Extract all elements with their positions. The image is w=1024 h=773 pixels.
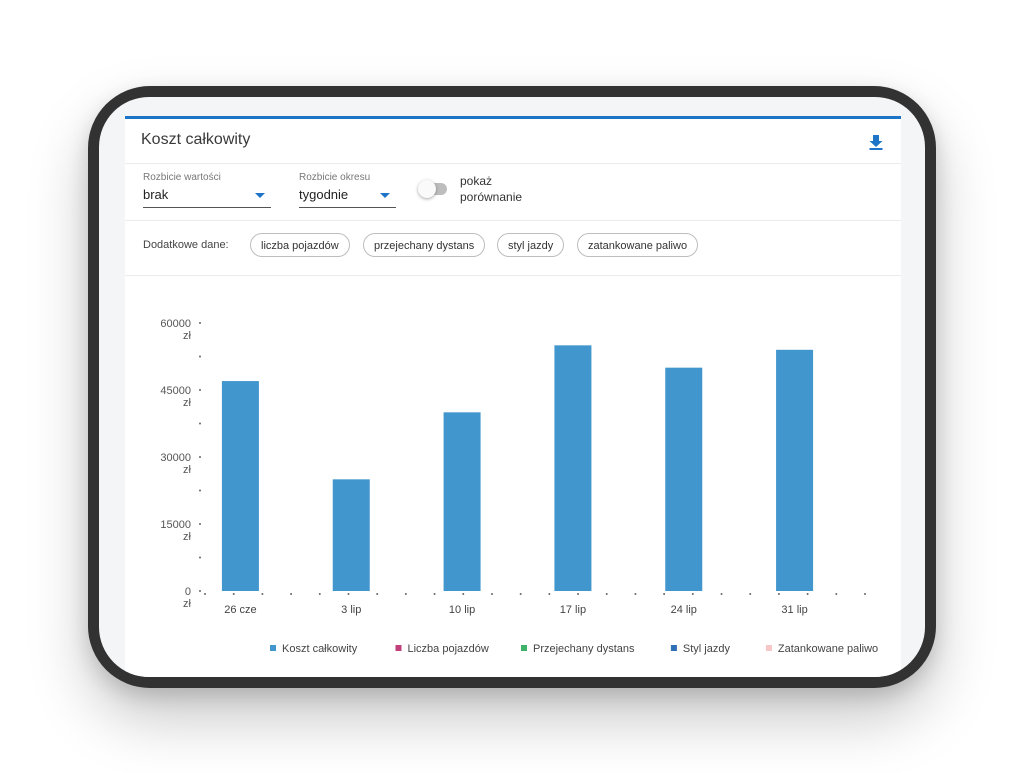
x-axis-tick: [548, 593, 551, 595]
legend-item[interactable]: Liczba pojazdów: [408, 643, 489, 655]
y-axis-tick: [199, 556, 201, 559]
y-axis-tick: [199, 389, 201, 391]
y-tick-label: 30000: [160, 452, 191, 464]
period-breakdown-label: Rozbicie okresu: [299, 172, 371, 183]
value-breakdown-value: brak: [143, 187, 169, 202]
legend-swatch[interactable]: [670, 645, 677, 651]
x-axis-tick: [777, 593, 780, 595]
comparison-toggle-label: pokaż porównanie: [460, 174, 523, 204]
y-axis-tick: [199, 590, 201, 592]
y-tick-label: 0: [185, 586, 191, 598]
bar[interactable]: [332, 479, 370, 591]
x-tick-label: 3 lip: [341, 604, 361, 616]
x-tick-label: 10 lip: [449, 604, 475, 616]
x-axis-tick: [519, 593, 522, 595]
legend-item[interactable]: Przejechany dystans: [533, 643, 635, 655]
card-header: Koszt całkowity: [125, 119, 901, 164]
chip-styl-jazdy[interactable]: styl jazdy: [497, 233, 565, 257]
x-axis-tick: [835, 593, 838, 595]
x-tick-label: 31 lip: [781, 604, 807, 616]
x-axis-tick: [720, 593, 723, 595]
chart-card: Koszt całkowity Rozbicie wartości brak R…: [125, 116, 901, 677]
x-axis-tick: [663, 593, 666, 595]
x-axis-tick: [490, 593, 493, 595]
comparison-toggle[interactable]: [418, 180, 447, 198]
x-tick-label: 17 lip: [560, 604, 586, 616]
x-axis-tick: [204, 593, 206, 595]
x-axis-tick: [749, 593, 752, 595]
value-breakdown-select[interactable]: Rozbicie wartości brak: [143, 172, 271, 208]
extra-data-bar: Dodatkowe dane: liczba pojazdów przejech…: [125, 221, 901, 276]
download-icon[interactable]: [867, 133, 885, 151]
period-breakdown-value: tygodnie: [299, 187, 349, 202]
y-tick-label: 60000: [160, 318, 191, 330]
x-axis-tick: [261, 593, 264, 595]
legend-swatch[interactable]: [521, 645, 527, 651]
y-tick-unit: zł: [183, 464, 192, 476]
x-tick-label: 26 cze: [224, 604, 256, 616]
value-breakdown-label: Rozbicie wartości: [143, 172, 221, 183]
y-axis-tick: [199, 422, 201, 425]
legend-item[interactable]: Styl jazdy: [683, 643, 731, 655]
controls-bar: Rozbicie wartości brak Rozbicie okresu t…: [125, 164, 901, 221]
x-axis-tick: [634, 593, 637, 595]
card-title: Koszt całkowity: [141, 131, 251, 148]
legend-swatch[interactable]: [270, 645, 276, 651]
x-axis-tick: [577, 593, 580, 595]
bar[interactable]: [443, 412, 481, 591]
x-axis-tick: [404, 593, 407, 595]
legend-swatch[interactable]: [765, 645, 772, 651]
x-tick-label: 24 lip: [671, 604, 697, 616]
chip-liczba-pojazdow[interactable]: liczba pojazdów: [250, 233, 350, 257]
bar[interactable]: [776, 349, 814, 591]
x-axis-tick: [605, 593, 608, 595]
chip-zatankowane-paliwo[interactable]: zatankowane paliwo: [577, 233, 699, 257]
y-tick-unit: zł: [183, 397, 192, 409]
x-axis-tick: [290, 593, 293, 595]
chip-przejechany-dystans[interactable]: przejechany dystans: [363, 233, 486, 257]
x-axis-tick: [347, 593, 350, 595]
x-axis-tick: [318, 593, 321, 595]
bar[interactable]: [665, 367, 703, 591]
legend-item[interactable]: Zatankowane paliwo: [778, 643, 878, 655]
x-axis-tick: [376, 593, 379, 595]
extra-data-label: Dodatkowe dane:: [143, 239, 229, 251]
y-axis-tick: [199, 322, 201, 324]
period-breakdown-select[interactable]: Rozbicie okresu tygodnie: [299, 172, 396, 208]
bar[interactable]: [221, 381, 259, 591]
y-tick-label: 15000: [160, 519, 191, 531]
bar[interactable]: [554, 345, 592, 591]
x-axis-tick: [433, 593, 436, 595]
legend-swatch[interactable]: [395, 645, 402, 651]
y-tick-label: 45000: [160, 385, 191, 397]
y-axis-tick: [199, 456, 201, 458]
legend-item[interactable]: Koszt całkowity: [282, 643, 358, 655]
x-axis-tick: [864, 593, 866, 595]
y-tick-unit: zł: [183, 330, 192, 342]
chevron-down-icon: [255, 193, 265, 198]
y-axis-tick: [199, 523, 201, 525]
y-tick-unit: zł: [183, 531, 192, 543]
x-axis-tick: [691, 593, 694, 595]
y-axis-tick: [199, 489, 201, 492]
chevron-down-icon: [380, 193, 390, 198]
y-tick-unit: zł: [183, 598, 192, 610]
x-axis-tick: [462, 593, 465, 595]
device-screen: Koszt całkowity Rozbicie wartości brak R…: [99, 97, 925, 677]
x-axis-tick: [232, 593, 235, 595]
toggle-knob: [418, 180, 436, 198]
x-axis-tick: [806, 593, 809, 595]
y-axis-tick: [199, 355, 201, 358]
